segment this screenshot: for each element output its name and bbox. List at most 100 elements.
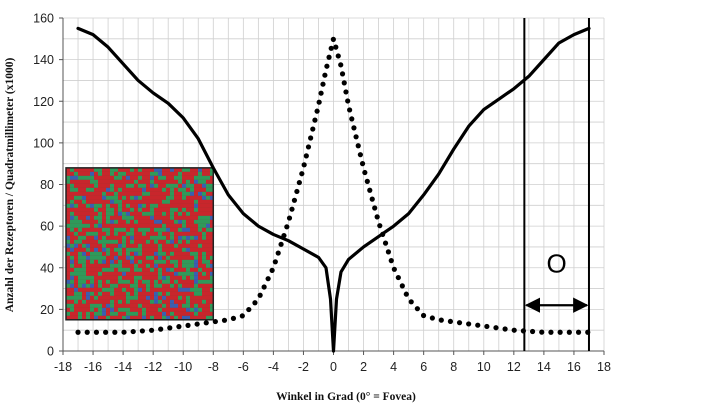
inset-cell <box>90 235 94 240</box>
x-tick-label: 10 <box>477 360 491 374</box>
inset-cell <box>194 175 198 180</box>
inset-cell <box>94 295 98 300</box>
inset-cell <box>130 299 134 304</box>
inset-cell <box>130 195 134 200</box>
inset-cell <box>114 259 118 264</box>
inset-cell <box>178 203 182 208</box>
inset-cell <box>102 247 106 252</box>
inset-cell <box>146 179 150 184</box>
inset-cell <box>146 167 150 172</box>
inset-cell <box>162 251 166 256</box>
inset-cell <box>210 307 214 312</box>
inset-cell <box>98 187 102 192</box>
inset-cell <box>146 187 150 192</box>
inset-cell <box>174 311 178 316</box>
inset-cell <box>174 203 178 208</box>
inset-cell <box>122 275 126 280</box>
inset-cell <box>82 247 86 252</box>
inset-cell <box>162 171 166 176</box>
inset-cell <box>98 175 102 180</box>
inset-cell <box>106 191 110 196</box>
inset-cell <box>122 291 126 296</box>
inset-cell <box>70 271 74 276</box>
inset-cell <box>142 191 146 196</box>
inset-cell <box>98 279 102 284</box>
inset-cell <box>98 203 102 208</box>
inset-cell <box>106 295 110 300</box>
x-tick-label: -18 <box>54 360 72 374</box>
inset-cell <box>106 175 110 180</box>
dotted-series-point <box>281 232 287 239</box>
inset-cell <box>126 279 130 284</box>
inset-cell <box>134 283 138 288</box>
inset-cell <box>202 199 206 204</box>
inset-cell <box>198 259 202 264</box>
inset-cell <box>138 259 142 264</box>
inset-cell <box>122 203 126 208</box>
inset-cell <box>174 279 178 284</box>
inset-cell <box>210 291 214 296</box>
inset-cell <box>158 199 162 204</box>
inset-cell <box>82 239 86 244</box>
inset-cell <box>106 271 110 276</box>
inset-cell <box>162 255 166 260</box>
inset-cell <box>66 295 70 300</box>
dotted-series-point <box>308 135 314 141</box>
inset-cell <box>98 171 102 176</box>
dotted-series-point <box>221 317 228 323</box>
inset-cell <box>142 231 146 236</box>
inset-cell <box>166 303 170 308</box>
inset-cell <box>198 315 202 320</box>
inset-cell <box>82 211 86 216</box>
inset-cell <box>146 267 150 272</box>
inset-cell <box>182 183 186 188</box>
series-dotted <box>75 36 591 335</box>
inset-cell <box>158 303 162 308</box>
inset-cell <box>182 223 186 228</box>
inset-cell <box>134 299 138 304</box>
inset-cell <box>130 235 134 240</box>
inset-cell <box>202 247 206 252</box>
inset-cell <box>74 259 78 264</box>
x-tick-label: 8 <box>450 360 457 374</box>
inset-cell <box>202 291 206 296</box>
inset-cell <box>186 299 190 304</box>
dotted-series-point <box>139 328 145 334</box>
inset-cell <box>110 183 114 188</box>
inset-cell <box>154 183 158 188</box>
inset-cell <box>162 179 166 184</box>
inset-cell <box>134 223 138 228</box>
inset-cell <box>90 239 94 244</box>
inset-cell <box>202 227 206 232</box>
inset-cell <box>146 191 150 196</box>
inset-cell <box>110 283 114 288</box>
inset-cell <box>70 171 74 176</box>
inset-cell <box>206 291 210 296</box>
inset-cell <box>202 191 206 196</box>
inset-cell <box>134 167 138 172</box>
inset-cell <box>114 247 118 252</box>
inset-cell <box>210 167 214 172</box>
inset-cell <box>198 279 202 284</box>
inset-cell <box>170 315 174 320</box>
inset-cell <box>170 275 174 280</box>
inset-cell <box>118 175 122 180</box>
inset-cell <box>170 279 174 284</box>
inset-cell <box>106 279 110 284</box>
inset-cell <box>130 251 134 256</box>
inset-cell <box>126 247 130 252</box>
inset-cell <box>126 235 130 240</box>
inset-cell <box>106 215 110 220</box>
inset-cell <box>118 235 122 240</box>
inset-cell <box>190 207 194 212</box>
inset-cell <box>134 175 138 180</box>
inset-cell <box>134 215 138 220</box>
inset-cell <box>146 299 150 304</box>
inset-cell <box>174 255 178 260</box>
inset-cell <box>134 239 138 244</box>
dotted-series-point <box>294 188 300 195</box>
inset-cell <box>66 179 70 184</box>
inset-cell <box>118 283 122 288</box>
inset-cell <box>110 287 114 292</box>
inset-cell <box>138 219 142 224</box>
